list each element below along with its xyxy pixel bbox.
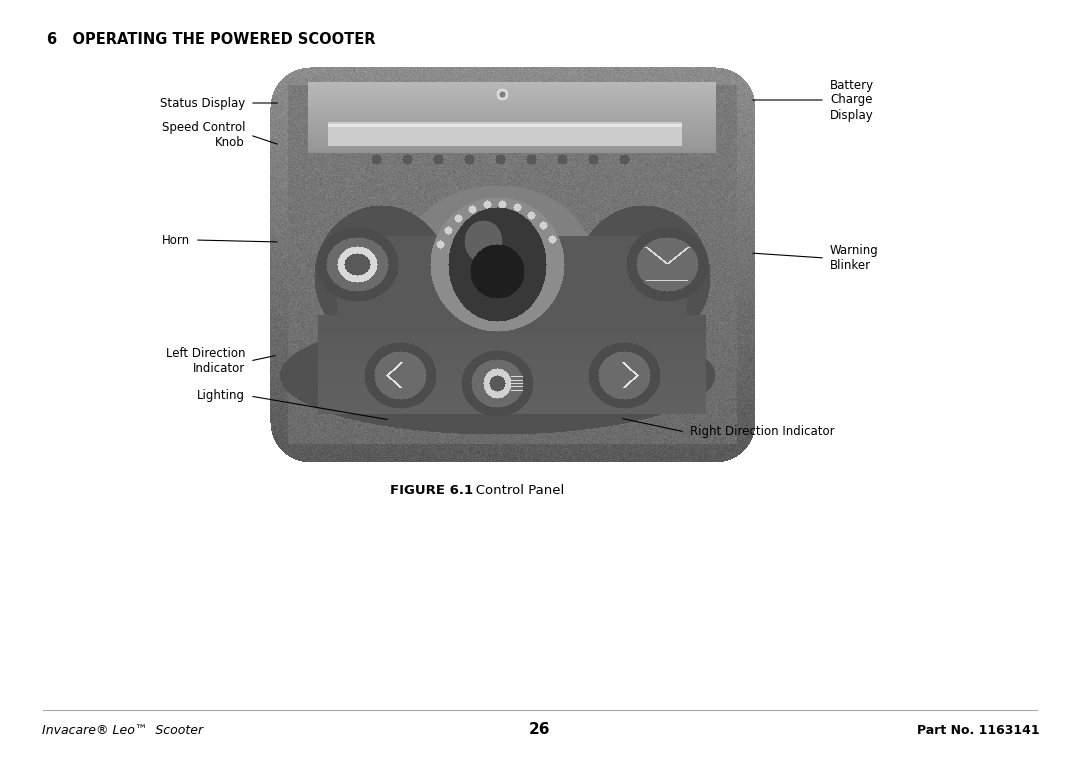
Text: Speed Control
Knob: Speed Control Knob	[162, 121, 245, 149]
Text: FIGURE 6.1: FIGURE 6.1	[390, 484, 473, 497]
Text: Control Panel: Control Panel	[463, 484, 564, 497]
Text: 6   OPERATING THE POWERED SCOOTER: 6 OPERATING THE POWERED SCOOTER	[48, 32, 376, 47]
Text: Invacare® Leo™  Scooter: Invacare® Leo™ Scooter	[42, 723, 203, 737]
Text: Battery
Charge
Display: Battery Charge Display	[831, 78, 874, 121]
Text: 26: 26	[529, 722, 551, 738]
Text: Right Direction Indicator: Right Direction Indicator	[690, 425, 835, 438]
Text: Left Direction
Indicator: Left Direction Indicator	[165, 347, 245, 375]
Text: Lighting: Lighting	[197, 389, 245, 402]
Text: Horn: Horn	[162, 233, 190, 246]
Text: Warning
Blinker: Warning Blinker	[831, 244, 879, 272]
Text: Status Display: Status Display	[160, 97, 245, 110]
Text: Part No. 1163141: Part No. 1163141	[917, 723, 1040, 737]
